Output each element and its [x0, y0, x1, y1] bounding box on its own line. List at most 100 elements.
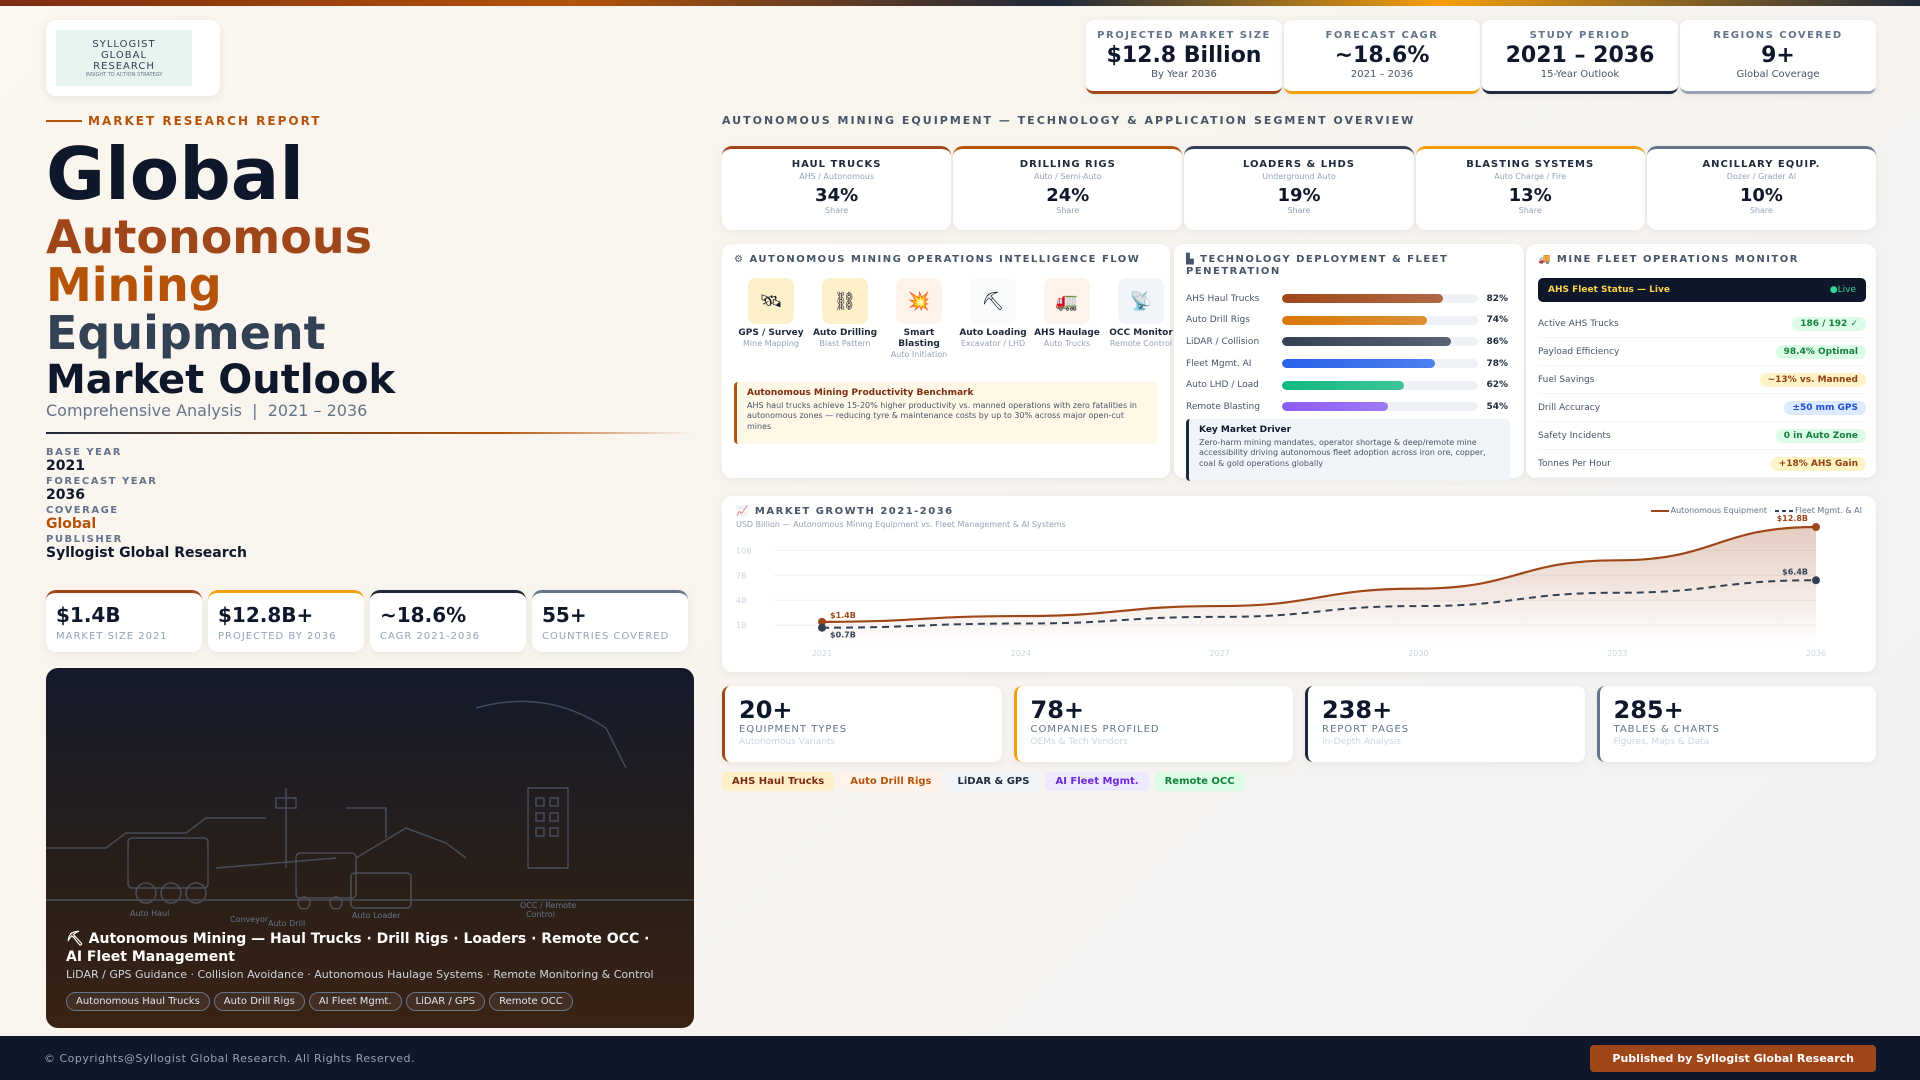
key-market-driver: Key Market Driver Zero-harm mining manda… [1186, 419, 1510, 481]
benchmark-title: Autonomous Mining Productivity Benchmark [747, 388, 974, 398]
kpi-value: ~18.6% [1334, 43, 1430, 68]
flow-step-name: Smart Blasting [898, 328, 940, 349]
chart-legend: Autonomous Equipment Fleet Mgmt. & AI [1650, 506, 1862, 515]
monitor-rows: Active AHS Trucks 186 / 192 ✓ Payload Eff… [1538, 310, 1866, 478]
stat-label: REPORT PAGES [1322, 724, 1410, 735]
flow-step-sub: Auto Trucks [1043, 338, 1091, 348]
report-stats: 20+ EQUIPMENT TYPES Autonomous Variants … [722, 686, 1876, 762]
bar-pct: 62% [1486, 380, 1508, 391]
deploy-row-lidar: LiDAR / Collision 86% [1186, 331, 1512, 353]
title-market-outlook: Market Outlook [46, 357, 396, 403]
live-indicator: ●Live [1829, 285, 1856, 295]
deployment-panel: ▙ TECHNOLOGY DEPLOYMENT & FLEET PENETRAT… [1174, 244, 1524, 481]
segment-blasting: BLASTING SYSTEMS Auto Charge / Fire 13% … [1415, 146, 1645, 230]
bar-pct: 54% [1486, 401, 1508, 412]
deployment-bars: AHS Haul Trucks 82% Auto Drill Rigs 74% Li… [1186, 288, 1512, 418]
fleet-status-text: AHS Fleet Status — Live [1548, 285, 1670, 295]
kicker-text: MARKET RESEARCH REPORT [88, 114, 322, 128]
bar-pct: 78% [1486, 358, 1508, 369]
monitor-badge: ±50 mm GPS [1784, 400, 1866, 415]
kpi-sub: 2021 – 2036 [1350, 69, 1414, 80]
bar-fill [1282, 337, 1451, 347]
segment-drilling-rigs: DRILLING RIGS Auto / Semi-Auto 24% Share [953, 146, 1183, 230]
segment-value: 24% [1046, 185, 1090, 206]
meta-value-publisher: Syllogist Global Research [46, 545, 247, 561]
stat-value: ~18.6% [380, 603, 467, 627]
segment-sub: Dozer / Grader AI [1726, 172, 1797, 181]
meta-value-forecast-year: 2036 [46, 487, 85, 503]
stat-card-market-size: $1.4B MARKET SIZE 2021 [46, 590, 202, 652]
illustration-label: Auto Loader [352, 911, 401, 920]
segment-loaders: LOADERS & LHDS Underground Auto 19% Shar… [1184, 146, 1414, 230]
chip: Auto Drill Rigs [840, 772, 942, 791]
chip: AHS Haul Trucks [722, 772, 835, 791]
logo-tagline: INSIGHT TO ACTION STRATEGY [85, 71, 163, 78]
panel-title: 🚚 MINE FLEET OPERATIONS MONITOR [1538, 254, 1799, 265]
stat-label: TABLES & CHARTS [1613, 724, 1720, 735]
legend-label: Fleet Mgmt. & AI [1795, 506, 1862, 515]
publisher-button[interactable]: Published by Syllogist Global Research [1590, 1044, 1876, 1072]
topic-chips: AHS Haul Trucks Auto Drill Rigs LiDAR & … [722, 772, 1245, 791]
illustration-label: Auto Drill [268, 919, 305, 928]
meta-label-publisher: PUBLISHER [46, 534, 123, 545]
title-mining: Mining [46, 258, 222, 312]
stat-label: COUNTRIES COVERED [542, 631, 670, 642]
x-tick-label: 2027 [1209, 649, 1229, 658]
bar-fill [1282, 359, 1435, 369]
stat-label: CAGR 2021-2036 [380, 631, 481, 642]
stat-card-countries: 55+ COUNTRIES COVERED [532, 590, 688, 652]
bar-fill [1282, 402, 1388, 412]
illustration-title: ⛏ Autonomous Mining — Haul Trucks · Dril… [66, 931, 650, 966]
bar-fill [1282, 294, 1443, 304]
kpi-label: STUDY PERIOD [1529, 30, 1631, 41]
flow-step-name: Auto Loading [959, 328, 1027, 338]
segment-sub: AHS / Autonomous [799, 172, 874, 181]
monitor-key: Tonnes Per Hour [1538, 458, 1611, 469]
segment-name: ANCILLARY EQUIP. [1702, 159, 1821, 170]
logo-line-1: SYLLOGIST [92, 38, 156, 50]
page-title: Global Autonomous Mining Equipment Marke… [46, 138, 395, 400]
deploy-row-drill: Auto Drill Rigs 74% [1186, 310, 1512, 332]
segment-name: LOADERS & LHDS [1243, 159, 1355, 170]
stat-card-projected: $12.8B+ PROJECTED BY 2036 [208, 590, 364, 652]
report-kicker: MARKET RESEARCH REPORT [46, 114, 321, 128]
deploy-row-lhd: Auto LHD / Load 62% [1186, 374, 1512, 396]
illustration-label: Conveyor [230, 915, 269, 924]
segment-cards: HAUL TRUCKS AHS / Autonomous 34% Share D… [722, 146, 1877, 230]
tag: Auto Drill Rigs [213, 992, 305, 1011]
stat-value: $12.8B+ [218, 603, 314, 627]
satellite-icon: 🛰 [748, 278, 794, 324]
bar-fill [1282, 380, 1404, 390]
data-point [1812, 523, 1820, 532]
operations-flow-panel: ⚙ AUTONOMOUS MINING OPERATIONS INTELLIGE… [722, 244, 1173, 478]
meta-label-base-year: BASE YEAR [46, 447, 122, 458]
kpi-value: 2021 – 2036 [1505, 43, 1655, 68]
series-line-autonomous [821, 525, 1817, 623]
bar-label: Auto LHD / Load [1186, 380, 1259, 391]
segment-share: Share [1056, 206, 1080, 215]
data-point [818, 617, 826, 626]
logo-line-3: RESEARCH [93, 60, 155, 72]
segment-name: DRILLING RIGS [1019, 159, 1116, 170]
monitor-row: Drill Accuracy ±50 mm GPS [1538, 394, 1866, 422]
segment-value: 13% [1508, 185, 1552, 206]
stat-companies: 78+ COMPANIES PROFILED OEMs & Tech Vendo… [1013, 686, 1293, 762]
meta-label-coverage: COVERAGE [46, 505, 119, 516]
stat-label: MARKET SIZE 2021 [56, 631, 168, 642]
segment-name: BLASTING SYSTEMS [1466, 159, 1595, 170]
stat-value: 238+ [1322, 696, 1393, 724]
deploy-row-ahs: AHS Haul Trucks 82% [1186, 288, 1512, 310]
divider [46, 432, 692, 434]
title-global: Global [46, 132, 305, 216]
segment-sub: Auto / Semi-Auto [1033, 172, 1102, 181]
segment-sub: Underground Auto [1262, 172, 1336, 181]
illustration-label: Control [526, 910, 555, 919]
monitor-row: Active AHS Trucks 186 / 192 ✓ [1538, 310, 1866, 338]
x-tick-label: 2033 [1607, 649, 1627, 658]
segment-share: Share [1749, 206, 1773, 215]
kpi-label: REGIONS COVERED [1713, 30, 1843, 41]
kpi-study-period: STUDY PERIOD 2021 – 2036 15-Year Outlook [1482, 20, 1678, 94]
monitor-badge: 186 / 192 ✓ [1792, 316, 1866, 331]
driver-text: Zero-harm mining mandates, operator shor… [1199, 438, 1486, 468]
x-tick-label: 2030 [1408, 649, 1428, 658]
